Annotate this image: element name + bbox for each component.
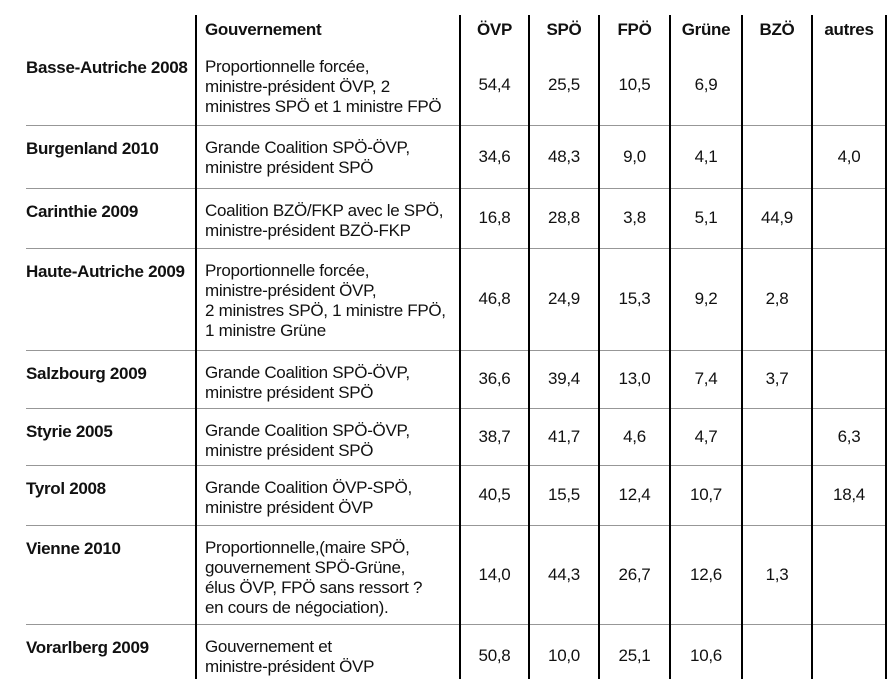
value-cell bbox=[811, 188, 887, 249]
value-cell: 25,1 bbox=[598, 624, 670, 679]
value-cell: 4,7 bbox=[669, 408, 742, 466]
value-cell: 39,4 bbox=[528, 350, 599, 409]
value-cell: 28,8 bbox=[528, 188, 599, 249]
region-cell: Vorarlberg 2009 bbox=[26, 637, 149, 657]
table-row: Burgenland 2010 Grande Coalition SPÖ-ÖVP… bbox=[26, 125, 887, 189]
region-cell: Salzbourg 2009 bbox=[26, 350, 196, 409]
table-row: Styrie 2005 Grande Coalition SPÖ-ÖVP, mi… bbox=[26, 408, 887, 466]
value-cell: 7,4 bbox=[669, 350, 742, 409]
header-gouvernement: Gouvernement bbox=[195, 15, 460, 45]
header-row: Gouvernement ÖVP SPÖ FPÖ Grüne BZÖ autre… bbox=[26, 15, 887, 45]
value-cell: 34,6 bbox=[459, 125, 529, 189]
value-cell bbox=[741, 408, 812, 466]
value-cell: 46,8 bbox=[459, 248, 529, 351]
header-bzo: BZÖ bbox=[741, 15, 812, 45]
value-cell: 26,7 bbox=[598, 525, 670, 625]
value-cell: 18,4 bbox=[811, 465, 887, 526]
austrian-regional-elections-table: Gouvernement ÖVP SPÖ FPÖ Grüne BZÖ autre… bbox=[26, 15, 887, 679]
value-cell: 14,0 bbox=[459, 525, 529, 625]
value-cell: 36,6 bbox=[459, 350, 529, 409]
value-cell: 6,3 bbox=[811, 408, 887, 466]
government-cell: Proportionnelle,(maire SPÖ, gouvernement… bbox=[195, 525, 460, 625]
value-cell bbox=[741, 125, 812, 189]
value-cell: 44,9 bbox=[741, 188, 812, 249]
government-cell: Coalition BZÖ/FKP avec le SPÖ, ministre-… bbox=[195, 188, 460, 249]
value-cell: 12,6 bbox=[669, 525, 742, 625]
government-cell: Proportionnelle forcée, ministre-préside… bbox=[195, 45, 460, 126]
value-cell: 40,5 bbox=[459, 465, 529, 526]
header-spo: SPÖ bbox=[528, 15, 599, 45]
region-cell: Vienne 2010 bbox=[26, 525, 196, 625]
value-cell: 4,0 bbox=[811, 125, 887, 189]
region-cell: Tyrol 2008 bbox=[26, 465, 196, 526]
value-cell: 9,2 bbox=[669, 248, 742, 351]
table-row: Basse-Autriche 2008 Proportionnelle forc… bbox=[26, 45, 887, 126]
value-cell: 10,6 bbox=[669, 624, 742, 679]
value-cell: 15,5 bbox=[528, 465, 599, 526]
value-cell: 4,6 bbox=[598, 408, 670, 466]
table-row: Carinthie 2009 Coalition BZÖ/FKP avec le… bbox=[26, 188, 887, 249]
value-cell: 15,3 bbox=[598, 248, 670, 351]
table-row: Tyrol 2008 Grande Coalition ÖVP-SPÖ, min… bbox=[26, 465, 887, 526]
region-cell: Basse-Autriche 2008 bbox=[26, 45, 196, 126]
value-cell: 5,1 bbox=[669, 188, 742, 249]
header-region bbox=[26, 15, 196, 45]
table-row: Vienne 2010 Proportionnelle,(maire SPÖ, … bbox=[26, 525, 887, 625]
value-cell: 3,8 bbox=[598, 188, 670, 249]
value-cell: 9,0 bbox=[598, 125, 670, 189]
value-cell bbox=[811, 350, 887, 409]
header-fpo: FPÖ bbox=[598, 15, 670, 45]
government-cell: Grande Coalition SPÖ-ÖVP, ministre prési… bbox=[195, 408, 460, 466]
government-cell: Grande Coalition SPÖ-ÖVP, ministre prési… bbox=[195, 125, 460, 189]
table-row: Salzbourg 2009 Grande Coalition SPÖ-ÖVP,… bbox=[26, 350, 887, 409]
table-row: Vorarlberg 2009 Gouvernement et ministre… bbox=[26, 624, 887, 679]
value-cell bbox=[811, 525, 887, 625]
value-cell bbox=[741, 624, 812, 679]
value-cell: 48,3 bbox=[528, 125, 599, 189]
region-cell: Burgenland 2010 bbox=[26, 125, 196, 189]
value-cell: 24,9 bbox=[528, 248, 599, 351]
table-row: Haute-Autriche 2009 Proportionnelle forc… bbox=[26, 248, 887, 351]
government-cell: Grande Coalition SPÖ-ÖVP, ministre prési… bbox=[195, 350, 460, 409]
value-cell bbox=[811, 248, 887, 351]
value-cell: 41,7 bbox=[528, 408, 599, 466]
value-cell: 2,8 bbox=[741, 248, 812, 351]
header-grune: Grüne bbox=[669, 15, 742, 45]
government-cell: Gouvernement et ministre-président ÖVP bbox=[195, 624, 460, 679]
region-cell: Carinthie 2009 bbox=[26, 188, 196, 249]
value-cell: 10,7 bbox=[669, 465, 742, 526]
value-cell: 16,8 bbox=[459, 188, 529, 249]
government-cell: Proportionnelle forcée, ministre-préside… bbox=[195, 248, 460, 351]
value-cell bbox=[741, 465, 812, 526]
value-cell: 6,9 bbox=[669, 45, 742, 126]
value-cell: 44,3 bbox=[528, 525, 599, 625]
value-cell: 3,7 bbox=[741, 350, 812, 409]
value-cell: 1,3 bbox=[741, 525, 812, 625]
value-cell: 54,4 bbox=[459, 45, 529, 126]
value-cell: 12,4 bbox=[598, 465, 670, 526]
value-cell bbox=[741, 45, 812, 126]
value-cell: 25,5 bbox=[528, 45, 599, 126]
header-ovp: ÖVP bbox=[459, 15, 529, 45]
value-cell: 10,0 bbox=[528, 624, 599, 679]
government-cell: Grande Coalition ÖVP-SPÖ, ministre prési… bbox=[195, 465, 460, 526]
value-cell: 50,8 bbox=[459, 624, 529, 679]
value-cell: 38,7 bbox=[459, 408, 529, 466]
region-cell: Styrie 2005 bbox=[26, 408, 196, 466]
value-cell: 10,5 bbox=[598, 45, 670, 126]
value-cell bbox=[811, 624, 887, 679]
region-cell: Haute-Autriche 2009 bbox=[26, 248, 196, 351]
value-cell bbox=[811, 45, 887, 126]
value-cell: 4,1 bbox=[669, 125, 742, 189]
header-autres: autres bbox=[811, 15, 887, 45]
value-cell: 13,0 bbox=[598, 350, 670, 409]
